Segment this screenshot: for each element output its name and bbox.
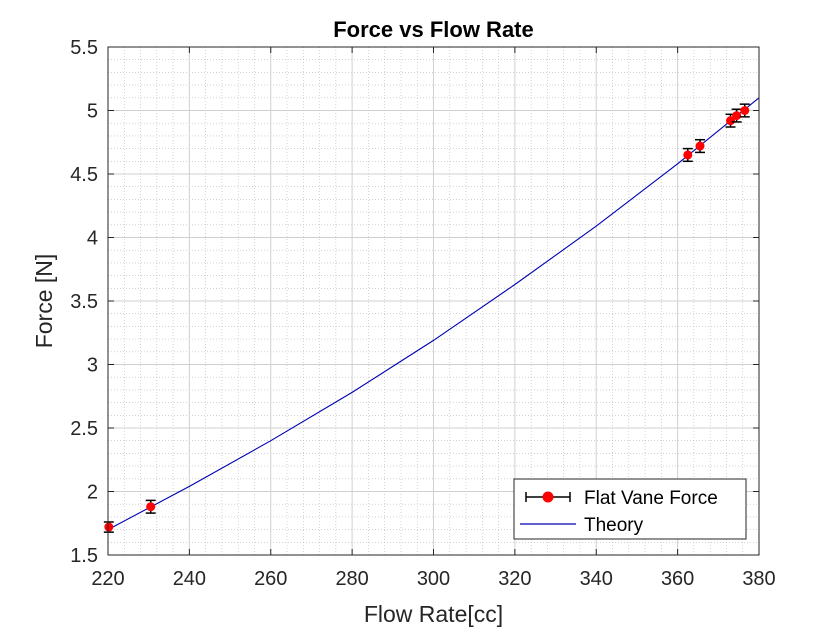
legend-entry-flat-vane-force: Flat Vane Force bbox=[525, 488, 718, 509]
x-tick-label: 240 bbox=[173, 568, 206, 590]
legend-entry-theory: Theory bbox=[520, 515, 644, 536]
x-tick-label: 300 bbox=[417, 568, 450, 590]
data-point bbox=[145, 499, 156, 514]
y-axis-label: Force [N] bbox=[31, 254, 57, 349]
y-tick-label: 3 bbox=[87, 355, 98, 377]
data-marker bbox=[146, 502, 156, 512]
y-tick-label: 1.5 bbox=[70, 545, 98, 567]
legend-label-flat-vane-force: Flat Vane Force bbox=[584, 488, 718, 509]
data-marker bbox=[683, 150, 693, 160]
data-point bbox=[731, 108, 742, 123]
minor-grid bbox=[108, 47, 759, 555]
data-point bbox=[725, 113, 736, 128]
x-tick-label: 340 bbox=[580, 568, 613, 590]
data-marker bbox=[740, 106, 750, 115]
x-axis-label: Flow Rate[cc] bbox=[364, 601, 503, 627]
y-tick-label: 4.5 bbox=[70, 164, 98, 186]
y-tick-label: 2.5 bbox=[70, 418, 98, 440]
x-tick-label: 320 bbox=[498, 568, 531, 590]
legend-marker-swatch bbox=[542, 491, 554, 503]
legend-label-theory: Theory bbox=[584, 515, 644, 536]
x-tick-label: 360 bbox=[661, 568, 694, 590]
data-point bbox=[739, 103, 750, 118]
major-grid bbox=[108, 47, 759, 555]
chart-title: Force vs Flow Rate bbox=[333, 17, 534, 42]
theory-line bbox=[107, 97, 760, 531]
y-tick-label: 2 bbox=[87, 482, 98, 504]
x-tick-label: 280 bbox=[335, 568, 368, 590]
x-tick-label: 260 bbox=[254, 568, 287, 590]
legend-box bbox=[513, 478, 747, 540]
data-marker bbox=[726, 116, 736, 126]
y-tick-label: 4 bbox=[87, 228, 98, 250]
data-marker bbox=[695, 141, 705, 151]
data-marker bbox=[732, 111, 742, 121]
y-tick-label: 5 bbox=[87, 101, 98, 123]
data-point bbox=[682, 147, 693, 163]
data-point bbox=[103, 521, 114, 533]
plot-series bbox=[103, 97, 760, 533]
y-tick-label: 3.5 bbox=[70, 291, 98, 313]
data-marker bbox=[104, 522, 114, 532]
y-tick-label: 5.5 bbox=[70, 37, 98, 59]
axis-ticks: 220 240 260 280 300 320 340 360 380 1.5 2 2.5 3 3.5 4 4… bbox=[70, 37, 776, 590]
x-tick-label: 220 bbox=[91, 568, 124, 590]
data-point bbox=[695, 138, 706, 154]
legend: Flat Vane Force Theory bbox=[513, 478, 747, 540]
x-tick-label: 380 bbox=[742, 568, 775, 590]
